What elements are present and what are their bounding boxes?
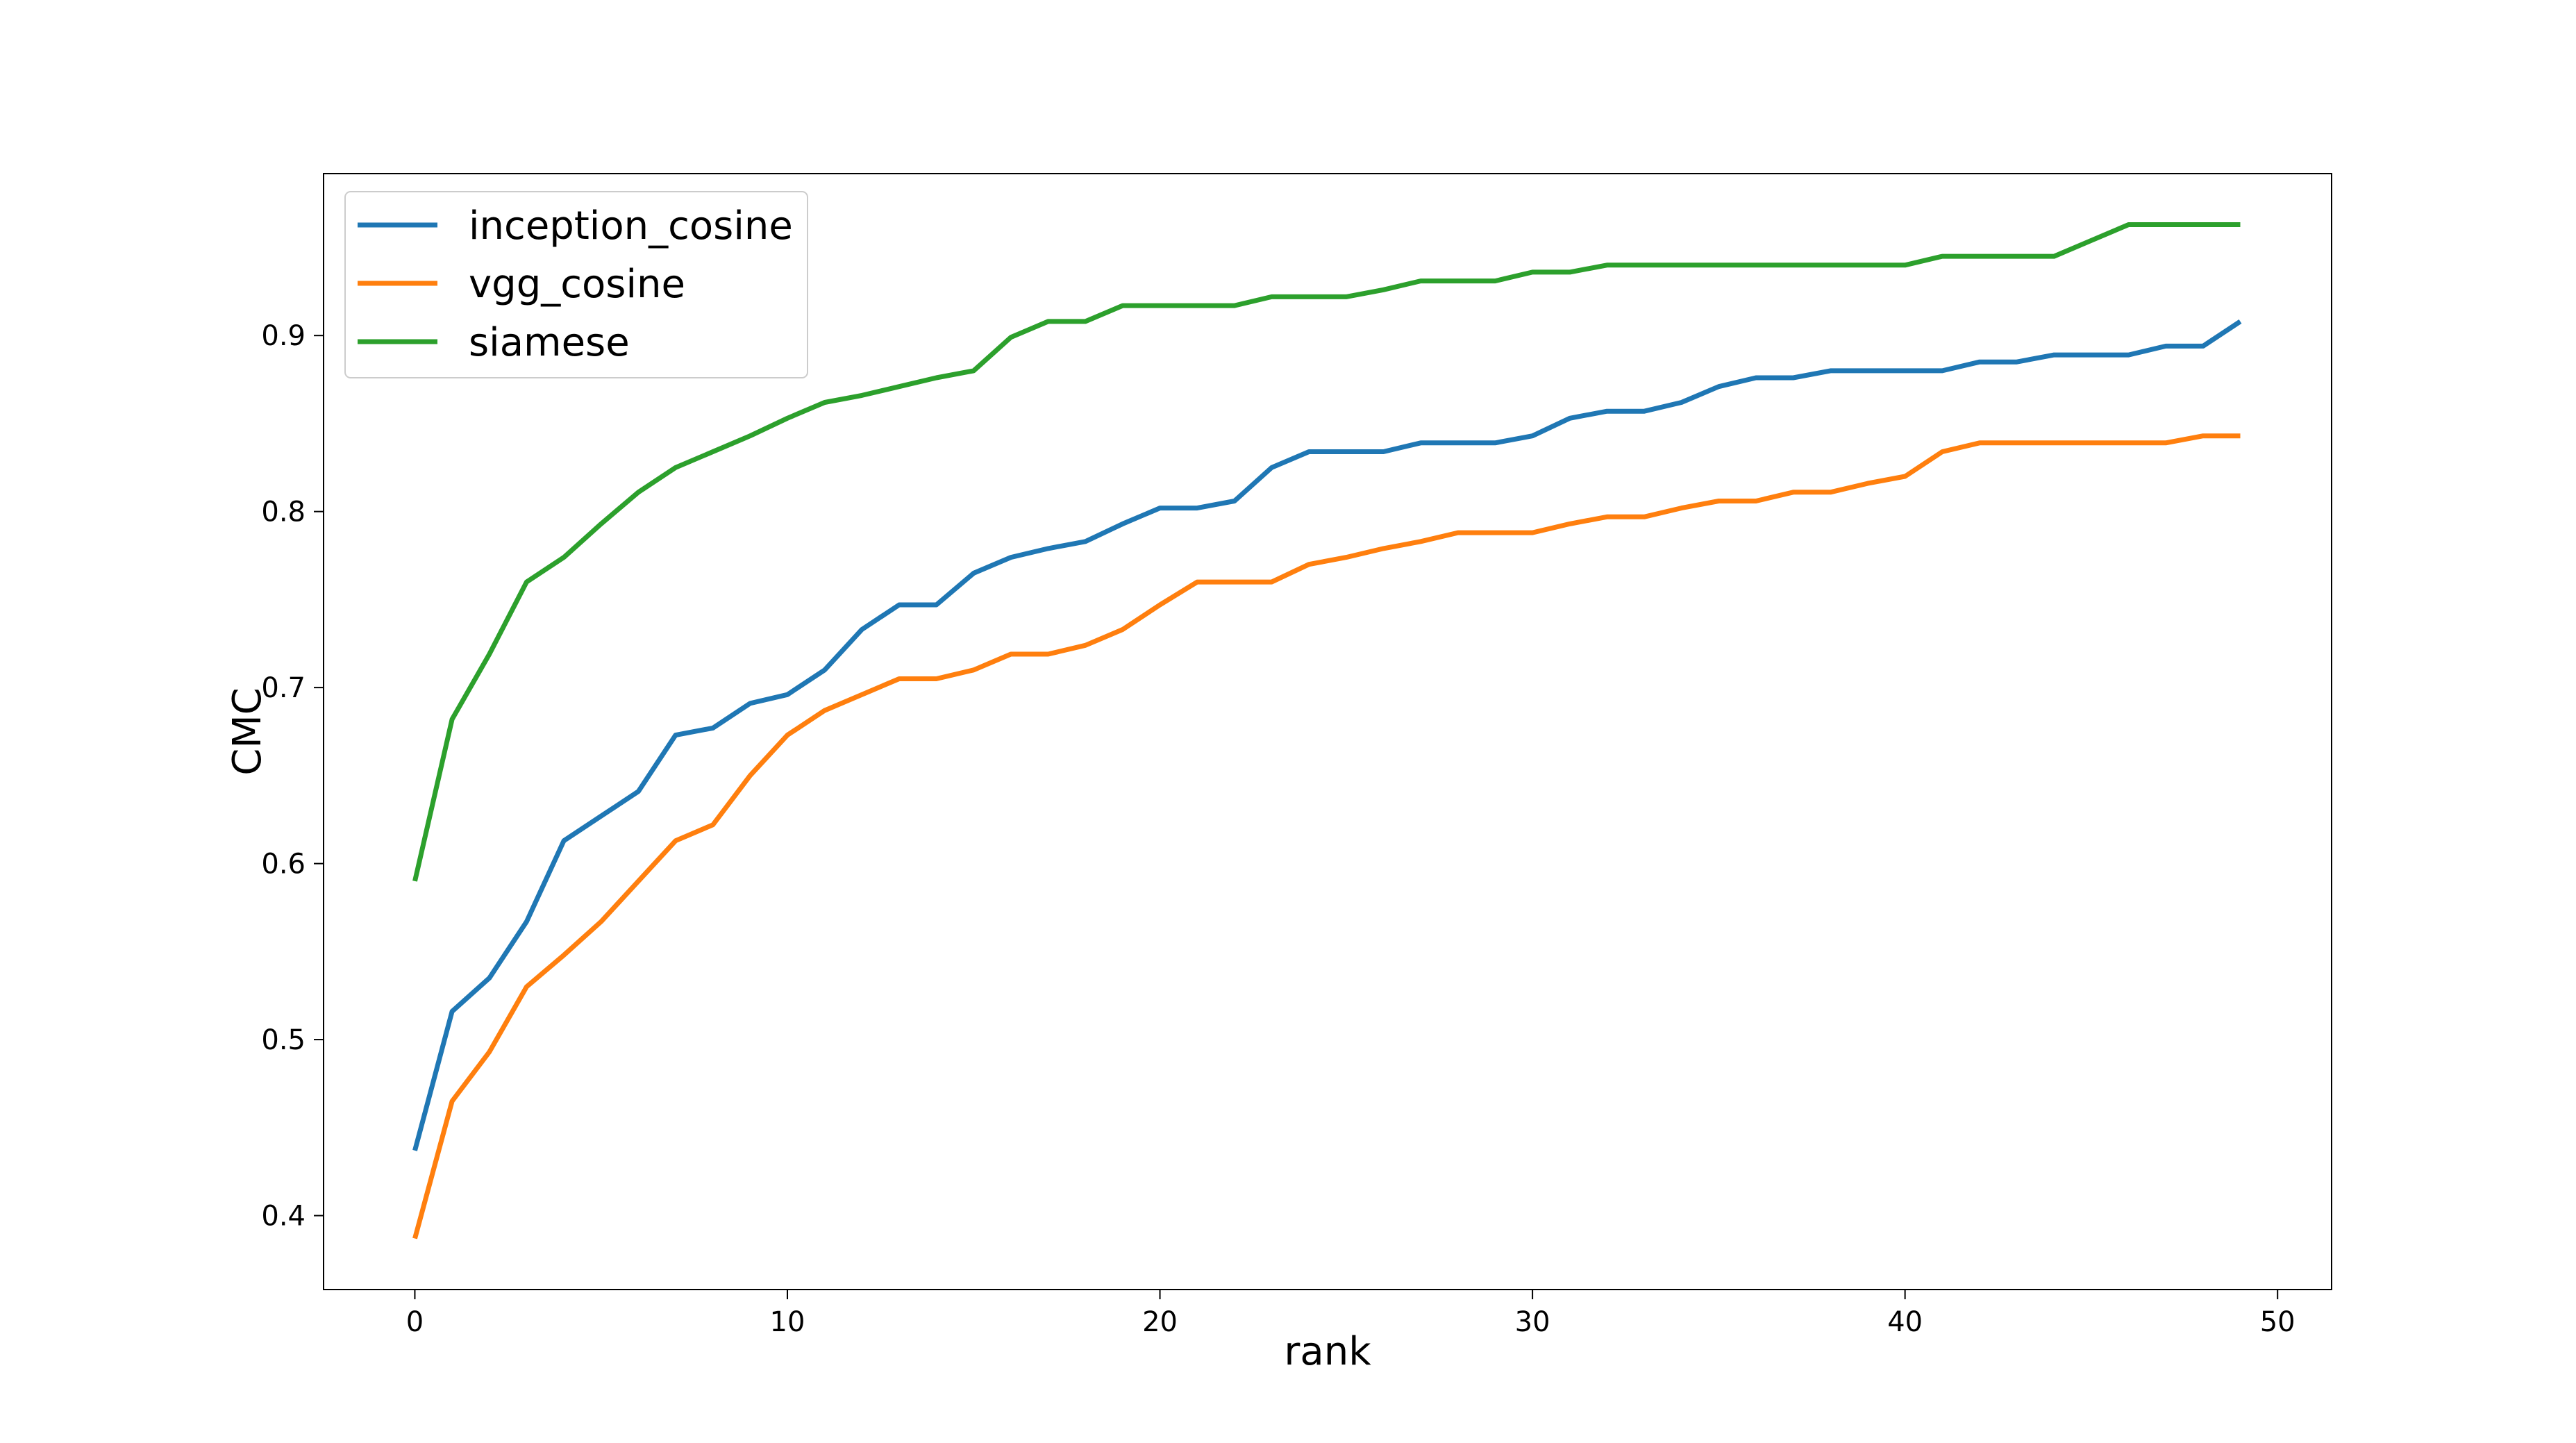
series-line-vgg-cosine <box>412 433 2241 1240</box>
x-axis-label: rank <box>1284 1329 1371 1374</box>
legend-label: siamese <box>469 320 630 365</box>
x-tick-label: 10 <box>770 1306 805 1338</box>
x-tick-label: 0 <box>406 1306 424 1338</box>
series-line-inception-cosine <box>412 319 2242 1151</box>
legend-box <box>344 191 808 378</box>
x-tick-label: 40 <box>1887 1306 1923 1338</box>
y-tick-label: 0.7 <box>261 672 306 704</box>
series-line-siamese <box>412 222 2241 882</box>
plot-area-frame <box>323 173 2332 1290</box>
y-axis-ticks: 0.4 0.5 0.6 0.7 0.8 0.9 <box>261 320 324 1233</box>
y-axis-label: CMC <box>225 687 270 776</box>
x-axis-ticks: 0 10 20 30 40 50 <box>406 1290 2295 1338</box>
x-tick-label: 50 <box>2260 1306 2295 1338</box>
y-tick-label: 0.8 <box>261 497 306 528</box>
y-tick-label: 0.4 <box>261 1201 306 1233</box>
y-tick-label: 0.5 <box>261 1024 306 1056</box>
y-tick-label: 0.9 <box>261 320 306 352</box>
series-lines <box>412 222 2242 1240</box>
y-tick-label: 0.6 <box>261 849 306 881</box>
x-tick-label: 30 <box>1515 1306 1550 1338</box>
legend-label: inception_cosine <box>469 203 793 249</box>
x-tick-label: 20 <box>1142 1306 1178 1338</box>
legend-label: vgg_cosine <box>469 262 685 307</box>
